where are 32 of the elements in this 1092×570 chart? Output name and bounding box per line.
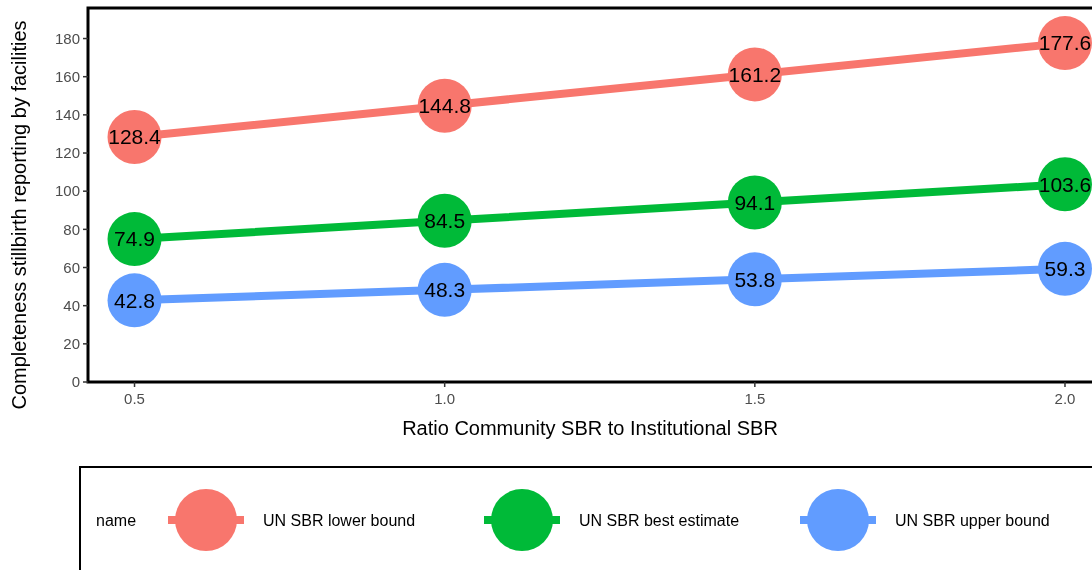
y-tick-label: 140 — [54, 106, 80, 124]
legend-label: UN SBR best estimate — [579, 511, 740, 529]
y-tick-label: 180 — [54, 29, 80, 47]
data-label: 161.2 — [728, 62, 782, 86]
legend-label: UN SBR upper bound — [895, 511, 1050, 529]
y-tick-label: 20 — [63, 335, 80, 353]
y-tick-label: 100 — [54, 182, 80, 200]
data-label: 74.9 — [114, 227, 155, 251]
data-label: 48.3 — [424, 278, 466, 302]
y-tick-label: 160 — [54, 67, 80, 85]
data-label: 177.6 — [1038, 31, 1092, 55]
x-tick-label: 1.5 — [744, 390, 766, 407]
data-label: 53.8 — [734, 267, 776, 291]
legend-title: name — [96, 511, 137, 529]
y-tick-label: 120 — [54, 144, 80, 162]
data-label: 144.8 — [418, 94, 471, 118]
data-label: 94.1 — [734, 190, 776, 214]
data-label: 59.3 — [1044, 257, 1086, 281]
data-label: 84.5 — [424, 209, 466, 233]
y-axis-title: Completeness stillbirth reporting by facilities — [8, 20, 30, 410]
x-tick-label: 0.5 — [124, 390, 145, 407]
legend-label: UN SBR lower bound — [263, 511, 416, 529]
data-label: 128.4 — [108, 125, 162, 149]
y-tick-label: 0 — [71, 373, 80, 391]
y-tick-label: 80 — [63, 220, 80, 238]
y-tick-label: 60 — [63, 258, 80, 276]
x-tick-label: 2.0 — [1054, 390, 1076, 407]
y-tick-label: 40 — [63, 296, 80, 314]
data-label: 103.6 — [1038, 172, 1092, 196]
x-axis-title: Ratio Community SBR to Institutional SBR — [402, 417, 778, 439]
data-label: 42.8 — [114, 288, 155, 312]
x-tick-label: 1.0 — [434, 390, 456, 407]
